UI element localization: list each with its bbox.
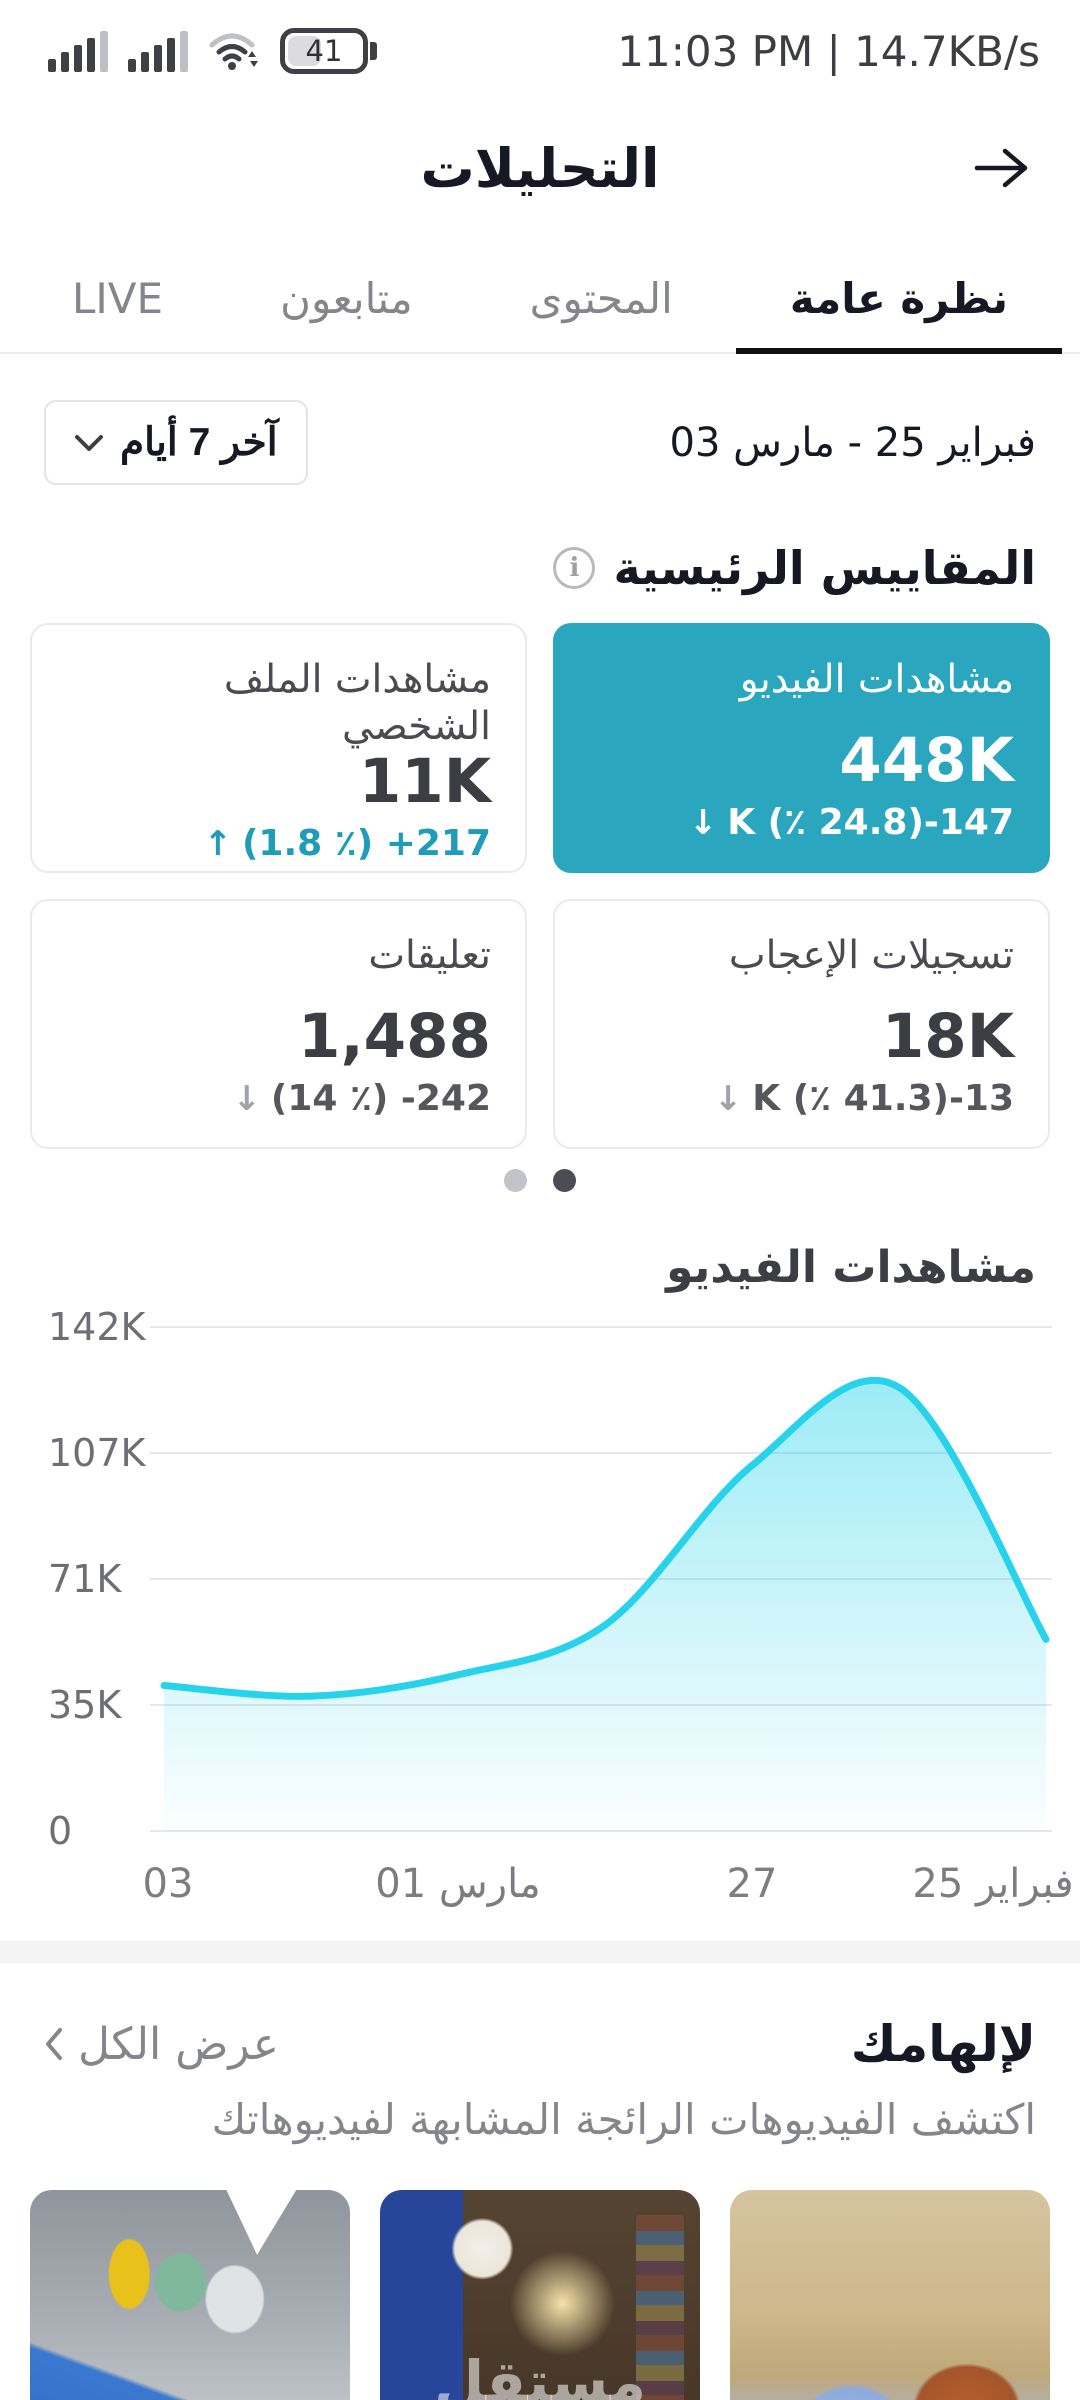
metric-card-delta: (14 ٪) -242 ↓ [66,1081,491,1117]
tab-content[interactable]: المحتوى [529,273,673,323]
battery-icon: 41 [280,28,368,74]
gridline [150,1830,1052,1832]
metric-card-video-views[interactable]: مشاهدات الفيديو 448K K (٪ 24.8)-147 ↓ [553,623,1050,873]
arrow-up-icon: ↑ [203,823,232,864]
x-tick-label: فبراير 25 [912,1861,1074,1907]
date-range-selector[interactable]: آخر 7 أيام [44,400,308,485]
status-icons: 41 [48,28,368,74]
page-title: التحليلات [420,136,660,200]
metric-card-delta: K (٪ 24.8)-147 ↓ [589,805,1014,841]
arrow-down-icon: ↓ [232,1079,261,1119]
video-thumbnail-floor-cleaning-video[interactable] [30,2190,350,2400]
battery-level: 41 [305,34,343,68]
metric-delta-text: K (٪ 41.3)-13 [752,1078,1014,1119]
metric-card-value: 448K [839,725,1014,796]
clock-and-speed: 11:03 PM | 14.7KB/s [617,26,1040,76]
metric-card-comments[interactable]: تعليقات 1,488 (14 ٪) -242 ↓ [30,899,527,1149]
metric-delta-text: K (٪ 24.8)-147 [727,802,1014,843]
gridline [150,1578,1052,1580]
metric-card-title: مشاهدات الفيديو [739,657,1014,702]
cellular-signal-icon-2 [128,30,188,72]
metric-card-title: تسجيلات الإعجاب [728,933,1014,978]
video-thumbnail-islamic-lecture-video[interactable]: مستقلmostaql.com [380,2190,700,2400]
page-dot-2[interactable] [504,1169,527,1192]
watermark-title: مستقل [433,2347,647,2400]
wifi-icon [209,33,258,70]
y-tick-label: 107K [48,1431,146,1475]
arrow-down-icon: ↓ [688,803,718,843]
metrics-header: المقاييس الرئيسية i [44,541,1036,595]
chart-title: مشاهدات الفيديو [666,1242,1036,1293]
chart-plot [160,1377,1050,1831]
tab-bar: نظرة عامة المحتوى متابعون LIVE [0,244,1080,354]
chevron-down-icon [75,434,103,451]
watermark: مستقلmostaql.com [380,2190,700,2400]
metric-cards: مشاهدات الفيديو 448K K (٪ 24.8)-147 ↓ مشاهدا… [30,623,1050,1149]
back-button[interactable] [968,138,1036,198]
tab-overview[interactable]: نظرة عامة [735,244,1063,354]
date-row: فبراير 25 - مارس 03 آخر 7 أيام [44,400,1036,485]
app-header: التحليلات [0,92,1080,244]
x-tick-label: 03 [142,1861,194,1907]
y-tick-label: 0 [48,1809,73,1853]
metric-card-title: مشاهدات الملف الشخصي [223,657,491,749]
section-divider [0,1941,1080,1963]
metric-card-value: 18K [881,1001,1014,1072]
gridline [150,1452,1052,1454]
x-tick-label: 27 [726,1861,778,1907]
inspiration-title: لإلهامك [850,2015,1036,2073]
metric-card-likes[interactable]: تسجيلات الإعجاب 18K K (٪ 41.3)-13 ↓ [553,899,1050,1149]
chevron-left-icon [46,2028,62,2060]
metrics-section-title: المقاييس الرئيسية [613,541,1036,595]
date-range-label: فبراير 25 - مارس 03 [669,419,1036,466]
metric-delta-text: (1.8 ٪) +217 [241,822,491,864]
inspiration-subtitle: اكتشف الفيديوهات الرائجة المشابهة لفيديو… [211,2095,1036,2144]
tab-followers[interactable]: متابعون [280,273,413,323]
gridline [150,1326,1052,1328]
y-tick-label: 142K [48,1305,146,1349]
tab-live[interactable]: LIVE [72,273,164,323]
back-arrow-icon [974,148,1028,188]
x-tick-label: مارس 01 [375,1861,541,1907]
view-all-button[interactable]: عرض الكل [44,2019,279,2070]
y-tick-label: 71K [48,1557,122,1601]
metric-card-profile-views[interactable]: مشاهدات الملف الشخصي 11K (1.8 ٪) +217 ↑ [30,623,527,873]
metric-card-title: تعليقات [368,933,491,978]
date-range-selector-label: آخر 7 أيام [120,421,278,464]
metric-card-delta: (1.8 ٪) +217 ↑ [66,822,491,864]
metric-delta-text: (14 ٪) -242 [270,1078,491,1119]
pagination-dots [0,1169,1080,1192]
metric-card-delta: K (٪ 41.3)-13 ↓ [589,1081,1014,1117]
arrow-down-icon: ↓ [713,1079,743,1119]
inspiration-thumbnails: مستقلmostaql.com [30,2190,1050,2400]
cellular-signal-icon-1 [48,30,108,72]
status-bar: 11:03 PM | 14.7KB/s 41 [0,0,1080,92]
y-tick-label: 35K [48,1683,122,1727]
video-thumbnail-hijab-greeting-video[interactable] [730,2190,1050,2400]
metric-card-value: 11K [358,745,491,817]
info-icon[interactable]: i [553,547,596,589]
view-all-label: عرض الكل [78,2018,279,2070]
metric-card-value: 1,488 [298,1001,491,1072]
video-views-chart: 142K 107K 71K 35K 0 فبراير 25 27 مارس 01 03 [28,1306,1074,1927]
inspiration-header: لإلهامك عرض الكل [44,2015,1036,2073]
page-dot-1[interactable] [553,1169,576,1192]
